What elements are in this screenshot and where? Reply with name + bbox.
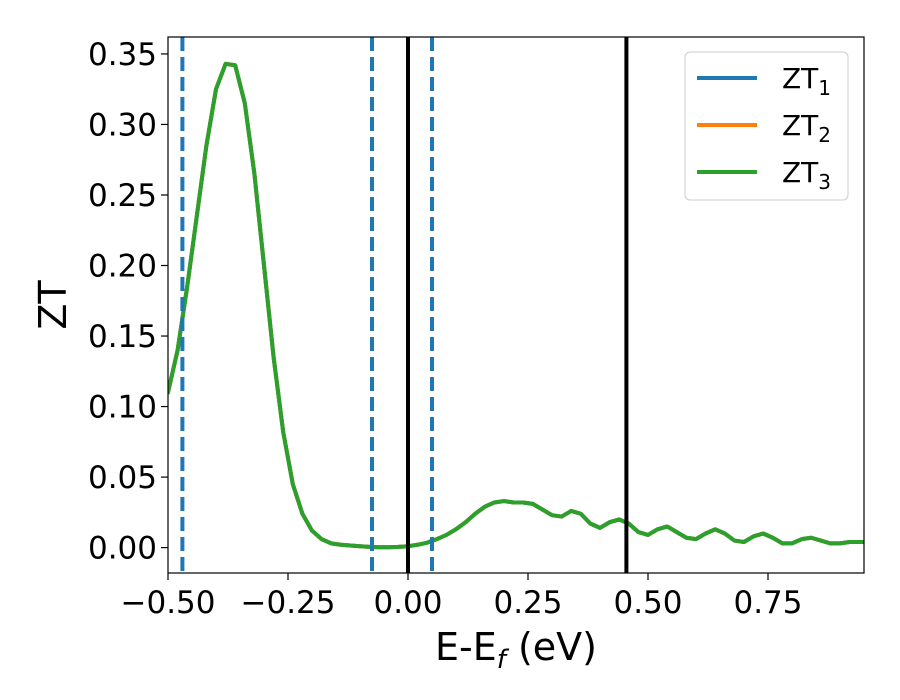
series-line-3 [168,61,864,550]
legend-label-3: ZT3 [782,156,831,194]
legend-label-2: ZT2 [782,109,831,147]
axes-frame [167,36,865,574]
y-tick-label: 0.30 [88,107,157,143]
legend-box [684,51,849,201]
axis-labels: E-Ef (eV) ZT [31,280,597,675]
y-tick-label: 0.25 [88,178,157,214]
legend: ZT1 ZT2 ZT3 [684,51,849,201]
y-axis-label: ZT [31,280,75,330]
x-axis-label: E-Ef (eV) [435,625,597,675]
series-layer [168,61,864,550]
y-tick-label: 0.20 [88,249,157,285]
axes-border [167,36,865,574]
y-tick-label: 0.35 [88,37,157,73]
x-tick-label: −0.25 [241,585,336,621]
x-tick-label: 0.00 [373,585,442,621]
x-tick-label: 0.75 [733,585,802,621]
y-tick-label: 0.15 [88,319,157,355]
reference-lines [180,37,629,573]
y-tick-label: 0.00 [88,531,157,567]
x-axis: −0.50 −0.25 0.00 0.25 0.50 0.75 [121,573,803,621]
y-tick-label: 0.10 [88,390,157,426]
x-tick-label: 0.25 [493,585,562,621]
legend-label-1: ZT1 [782,62,831,100]
y-tick-label: 0.05 [88,460,157,496]
x-tick-label: −0.50 [121,585,216,621]
y-axis: 0.00 0.05 0.10 0.15 0.20 0.25 0.30 0.35 [88,37,168,567]
x-tick-label: 0.50 [613,585,682,621]
